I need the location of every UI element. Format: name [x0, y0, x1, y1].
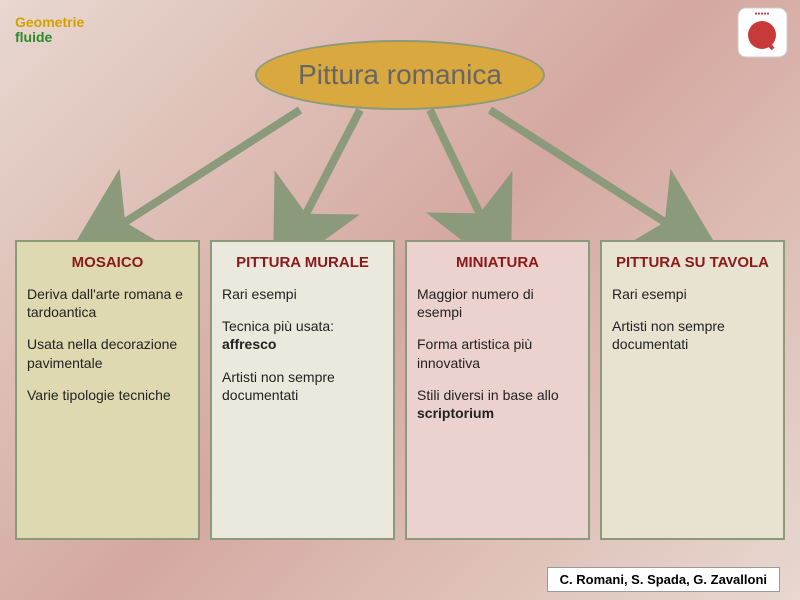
- box-heading: MOSAICO: [27, 254, 188, 271]
- box-heading: MINIATURA: [417, 254, 578, 271]
- box-item: Artisti non sempre documentati: [612, 317, 773, 353]
- boxes-container: MOSAICO Deriva dall'arte romana e tardoan…: [0, 240, 800, 540]
- box-0: MOSAICO Deriva dall'arte romana e tardoan…: [15, 240, 200, 540]
- title-text: Pittura romanica: [298, 59, 502, 91]
- box-item: Usata nella decorazione pavimentale: [27, 335, 188, 371]
- box-heading: PITTURA MURALE: [222, 254, 383, 271]
- box-3: PITTURA SU TAVOLA Rari esempi Artisti non …: [600, 240, 785, 540]
- box-item: Maggior numero di esempi: [417, 285, 578, 321]
- box-item: Deriva dall'arte romana e tardoantica: [27, 285, 188, 321]
- title-oval: Pittura romanica: [255, 40, 545, 110]
- logo-geometrie: Geometrie fluide: [15, 15, 84, 46]
- logo-badge: ●●●●●: [735, 5, 790, 60]
- svg-text:●●●●●: ●●●●●: [754, 11, 769, 17]
- logo-line2: fluide: [15, 30, 84, 45]
- box-item: Forma artistica più innovativa: [417, 335, 578, 371]
- box-item: Tecnica più usata: affresco: [222, 317, 383, 353]
- arrows-svg: [0, 95, 800, 255]
- box-2: MINIATURA Maggior numero di esempi Forma a…: [405, 240, 590, 540]
- box-item: Rari esempi: [612, 285, 773, 303]
- box-item: Stili diversi in base allo scriptorium: [417, 386, 578, 422]
- box-heading: PITTURA SU TAVOLA: [612, 254, 773, 271]
- box-1: PITTURA MURALE Rari esempi Tecnica più usa…: [210, 240, 395, 540]
- box-item: Rari esempi: [222, 285, 383, 303]
- footer-credits: C. Romani, S. Spada, G. Zavalloni: [547, 567, 780, 592]
- logo-line1: Geometrie: [15, 15, 84, 30]
- box-item: Artisti non sempre documentati: [222, 368, 383, 404]
- box-item: Varie tipologie tecniche: [27, 386, 188, 404]
